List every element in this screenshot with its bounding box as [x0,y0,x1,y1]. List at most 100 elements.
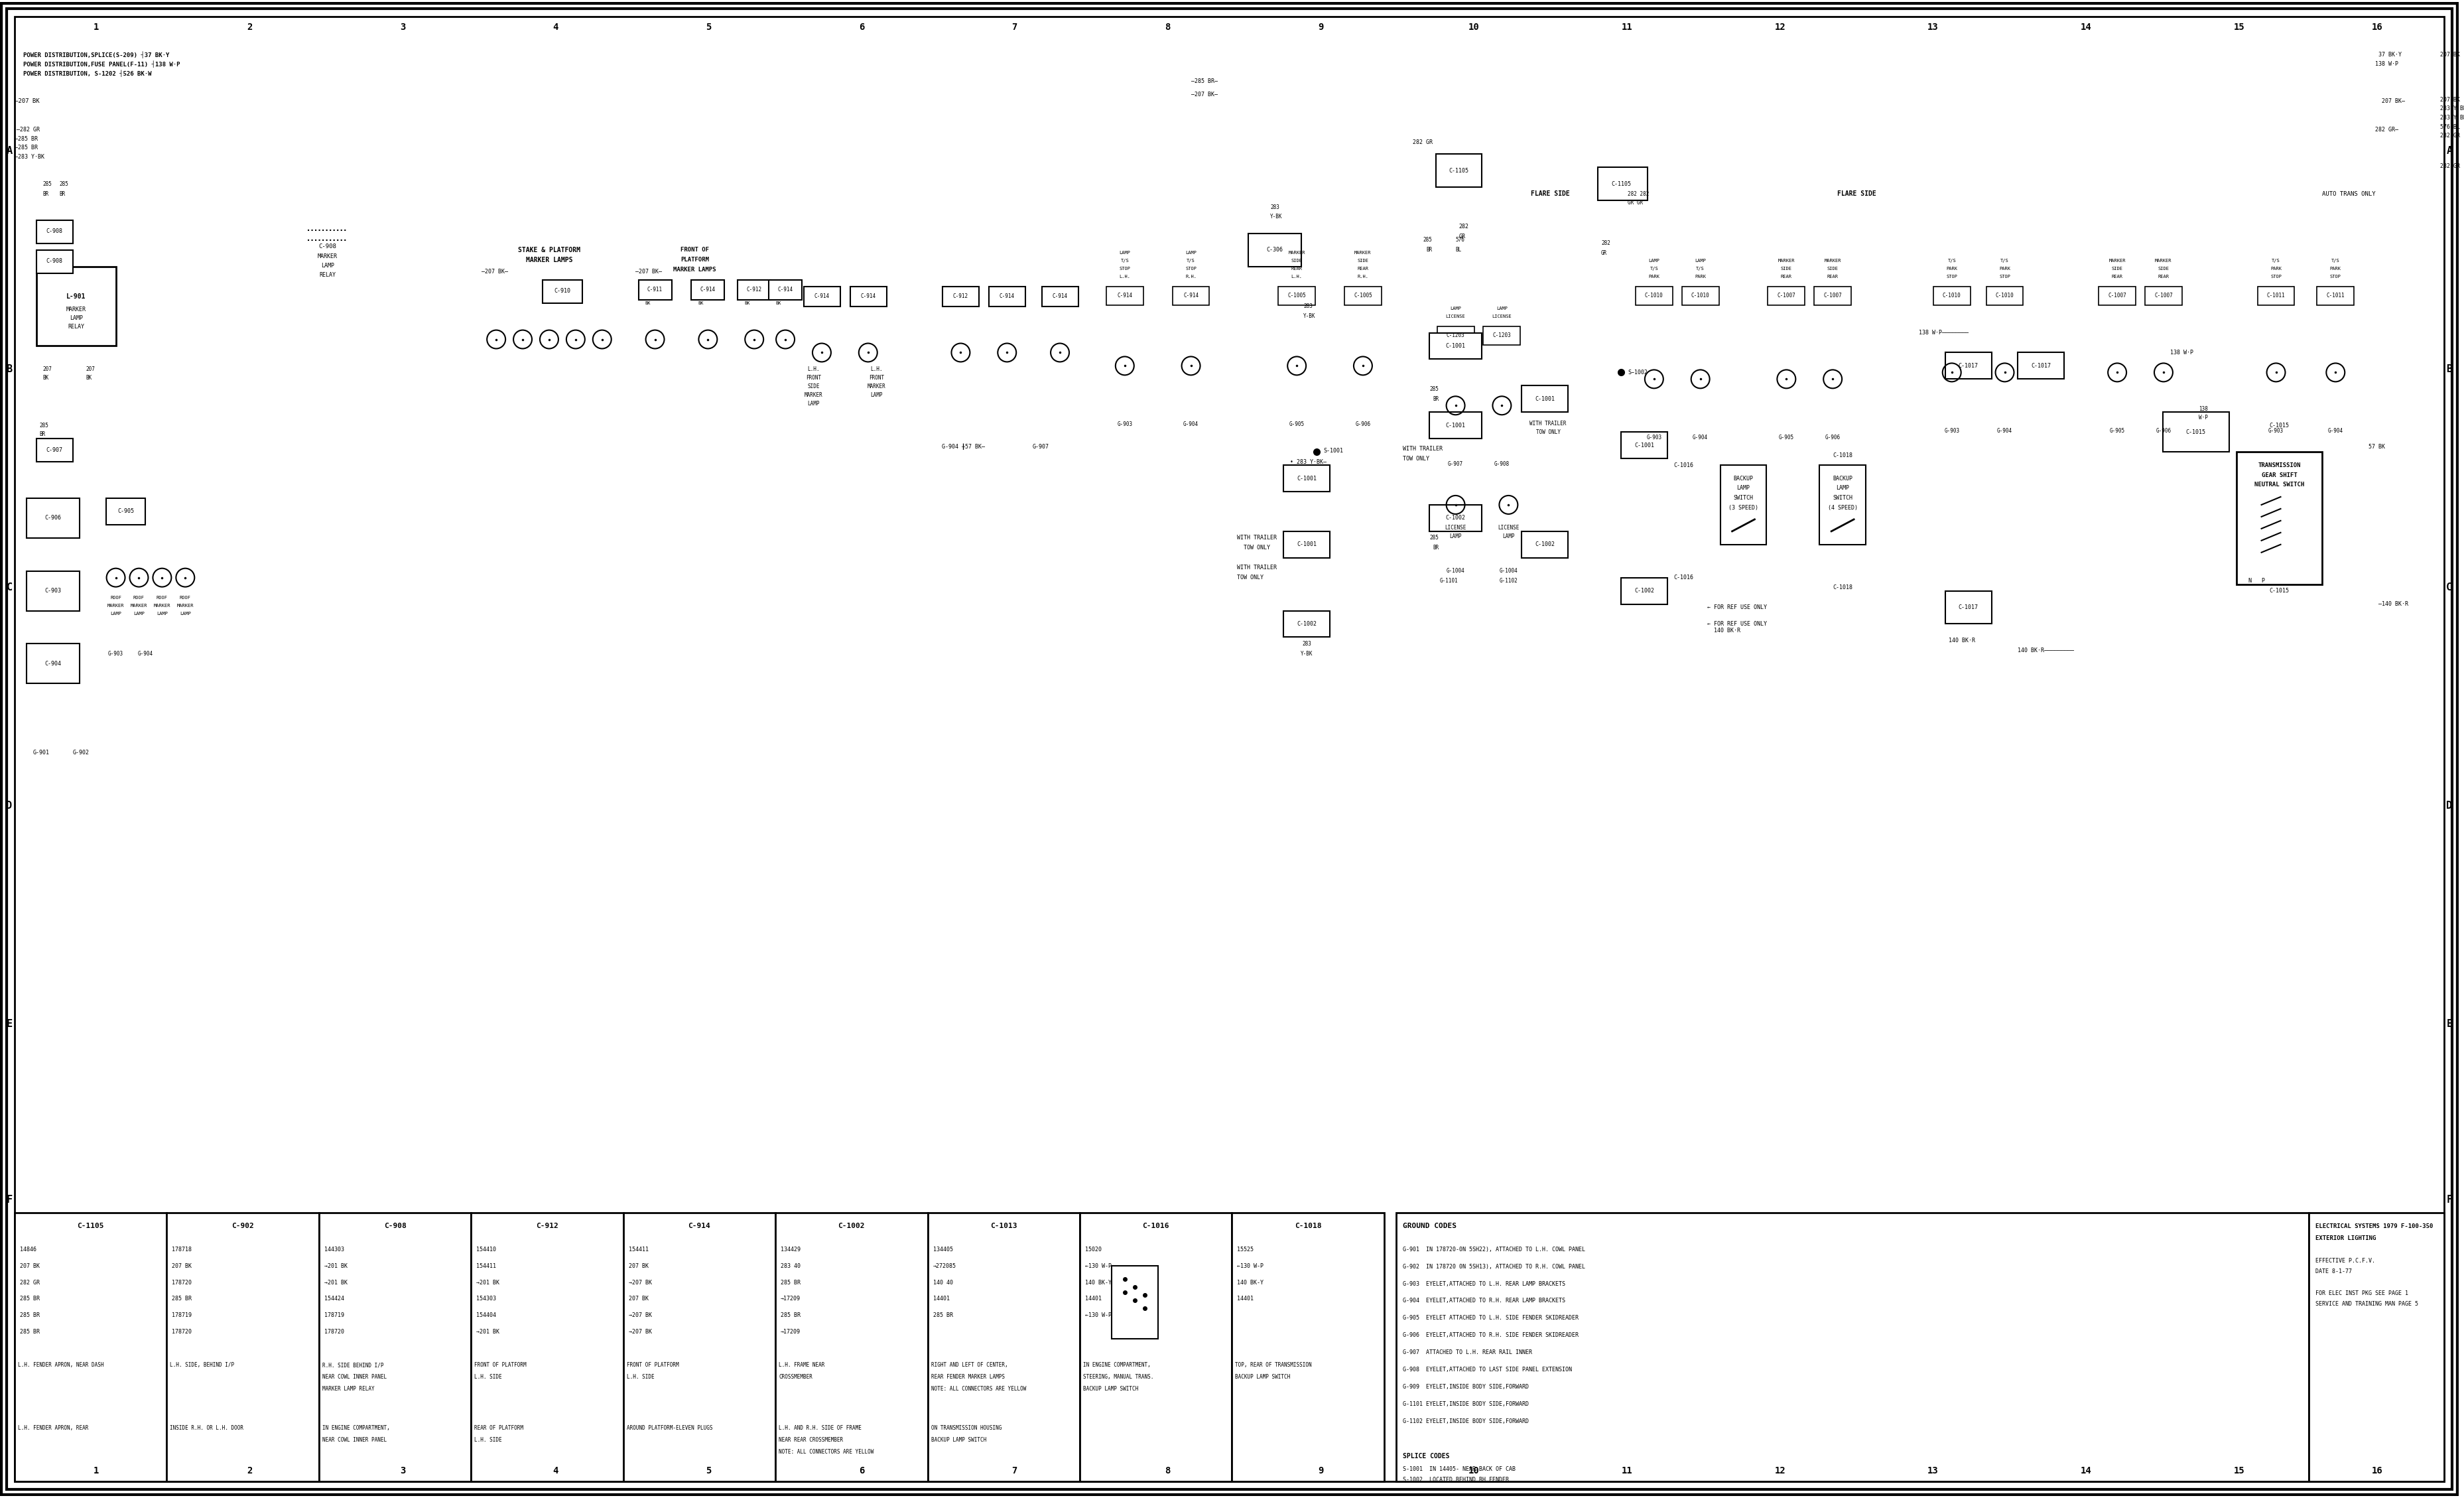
Text: C: C [7,583,12,593]
Text: C-1017: C-1017 [1959,363,1979,369]
Text: REAR: REAR [1358,267,1368,271]
Text: —282 GR: —282 GR [17,127,39,132]
Text: 37 BK·Y: 37 BK·Y [2378,52,2400,58]
Text: G-1004: G-1004 [1446,568,1464,574]
Text: C-1203: C-1203 [1493,333,1510,339]
Text: DATE 8-1-77: DATE 8-1-77 [2316,1269,2351,1275]
Bar [1520,532,1567,557]
Text: →201 BK: →201 BK [325,1263,347,1269]
Text: LAMP: LAMP [1119,250,1131,255]
Text: STOP: STOP [1998,274,2011,279]
Text: ← FOR REF USE ONLY: ← FOR REF USE ONLY [1708,604,1767,610]
Text: C-1016: C-1016 [1143,1222,1168,1230]
Text: —285 BR: —285 BR [15,136,37,142]
Text: MARKER: MARKER [1823,259,1841,262]
Text: C-1017: C-1017 [1959,604,1979,610]
Text: G-908  EYELET,ATTACHED TO LAST SIDE PANEL EXTENSION: G-908 EYELET,ATTACHED TO LAST SIDE PANEL… [1402,1366,1572,1372]
Text: G-906: G-906 [2156,428,2171,433]
Text: LAMP: LAMP [1737,485,1749,491]
Text: 9: 9 [1318,22,1323,31]
Text: LAMP: LAMP [1496,306,1508,310]
Text: 6: 6 [860,22,865,31]
Text: LAMP: LAMP [1695,259,1705,262]
Text: STEERING, MANUAL TRANS.: STEERING, MANUAL TRANS. [1082,1374,1153,1380]
Text: L-901: L-901 [67,294,86,300]
Text: LAMP: LAMP [1185,250,1195,255]
Text: IN ENGINE COMPARTMENT,: IN ENGINE COMPARTMENT, [323,1425,389,1431]
Text: ← FOR REF USE ONLY: ← FOR REF USE ONLY [1708,622,1767,626]
Text: C-1001: C-1001 [1634,442,1653,448]
Text: T/S: T/S [2331,259,2338,262]
Bar [1680,286,1717,306]
Text: REAR OF PLATFORM: REAR OF PLATFORM [473,1425,522,1431]
Bar [1720,464,1767,544]
Text: L.H.: L.H. [870,366,882,372]
Bar [850,286,887,306]
Text: T/S: T/S [1121,259,1129,262]
Text: FORDIFICATION: FORDIFICATION [1340,246,1836,619]
Text: C-1001: C-1001 [1446,422,1466,428]
Text: TOW ONLY: TOW ONLY [1535,428,1560,434]
Bar [1483,327,1520,345]
Text: 207 BK: 207 BK [20,1263,39,1269]
Bar [1111,1266,1158,1339]
Bar [1106,286,1143,306]
Text: L.H.: L.H. [1291,274,1301,279]
Text: 282: 282 [1602,240,1609,246]
Text: .NET: .NET [2011,535,2158,661]
Text: ROOF: ROOF [180,596,190,599]
Text: NEAR COWL INNER PANEL: NEAR COWL INNER PANEL [323,1437,387,1443]
Bar [1986,286,2023,306]
Text: A: A [7,145,12,156]
Bar [1284,532,1331,557]
Text: BK: BK [697,301,702,306]
Text: LAMP: LAMP [180,611,190,616]
Bar [37,267,116,346]
Text: 140 BK·R: 140 BK·R [1949,638,1974,644]
Text: LICENSE: LICENSE [1446,315,1466,318]
Text: 1: 1 [94,22,99,31]
Bar [1944,590,1991,625]
Text: MARKER LAMP RELAY: MARKER LAMP RELAY [323,1386,375,1392]
Text: G-904: G-904 [1183,421,1198,427]
Text: C-914: C-914 [813,294,830,300]
Text: A: A [2447,145,2452,156]
Text: C-1007: C-1007 [2107,292,2126,298]
Text: NEAR COWL INNER PANEL: NEAR COWL INNER PANEL [323,1374,387,1380]
Text: C-1011: C-1011 [2267,292,2284,298]
Text: SIDE: SIDE [808,383,821,389]
Text: C-1203: C-1203 [1446,333,1464,339]
Text: C-306: C-306 [1266,247,1284,253]
Bar [1818,464,1865,544]
Text: WITH TRAILER: WITH TRAILER [1402,445,1441,451]
Text: RELAY: RELAY [320,273,335,279]
Text: S−1002: S−1002 [1626,370,1646,376]
Text: G-903: G-903 [1646,434,1661,440]
Text: FRONT OF: FRONT OF [680,247,710,253]
Text: FORDIFICATION: FORDIFICATION [1838,337,2264,659]
Text: 12: 12 [1774,22,1786,31]
Text: G-906  EYELET,ATTACHED TO R.H. SIDE FENDER SKIDREADER: G-906 EYELET,ATTACHED TO R.H. SIDE FENDE… [1402,1332,1577,1338]
Text: MARKER: MARKER [2109,259,2124,262]
Bar [1944,352,1991,379]
Text: BK: BK [646,301,650,306]
Text: 154410: 154410 [476,1246,495,1252]
Text: LAMP: LAMP [133,611,145,616]
Text: 5: 5 [705,1467,712,1476]
Text: C-912: C-912 [535,1222,559,1230]
Text: G-901  IN 178720-0N 5SH22), ATTACHED TO L.H. COWL PANEL: G-901 IN 178720-0N 5SH22), ATTACHED TO L… [1402,1246,1584,1252]
Text: C-1016: C-1016 [1673,461,1693,467]
Text: 154411: 154411 [628,1246,648,1252]
Text: C-1010: C-1010 [1643,292,1663,298]
Text: 140 BK·R—————————: 140 BK·R————————— [2018,647,2075,653]
Text: L.H. FENDER APRON, NEAR DASH: L.H. FENDER APRON, NEAR DASH [17,1362,103,1368]
Text: G-903: G-903 [2267,428,2284,433]
Text: 10: 10 [1469,22,1478,31]
Text: →207 BK: →207 BK [628,1279,650,1285]
Text: • 283 Y·BK—: • 283 Y·BK— [1289,458,1326,464]
Bar [27,571,79,611]
Text: PARK: PARK [1998,267,2011,271]
Text: SIDE: SIDE [2112,267,2122,271]
Text: FOR ELEC INST PKG SEE PAGE 1: FOR ELEC INST PKG SEE PAGE 1 [2316,1291,2407,1297]
Text: 154303: 154303 [476,1296,495,1302]
